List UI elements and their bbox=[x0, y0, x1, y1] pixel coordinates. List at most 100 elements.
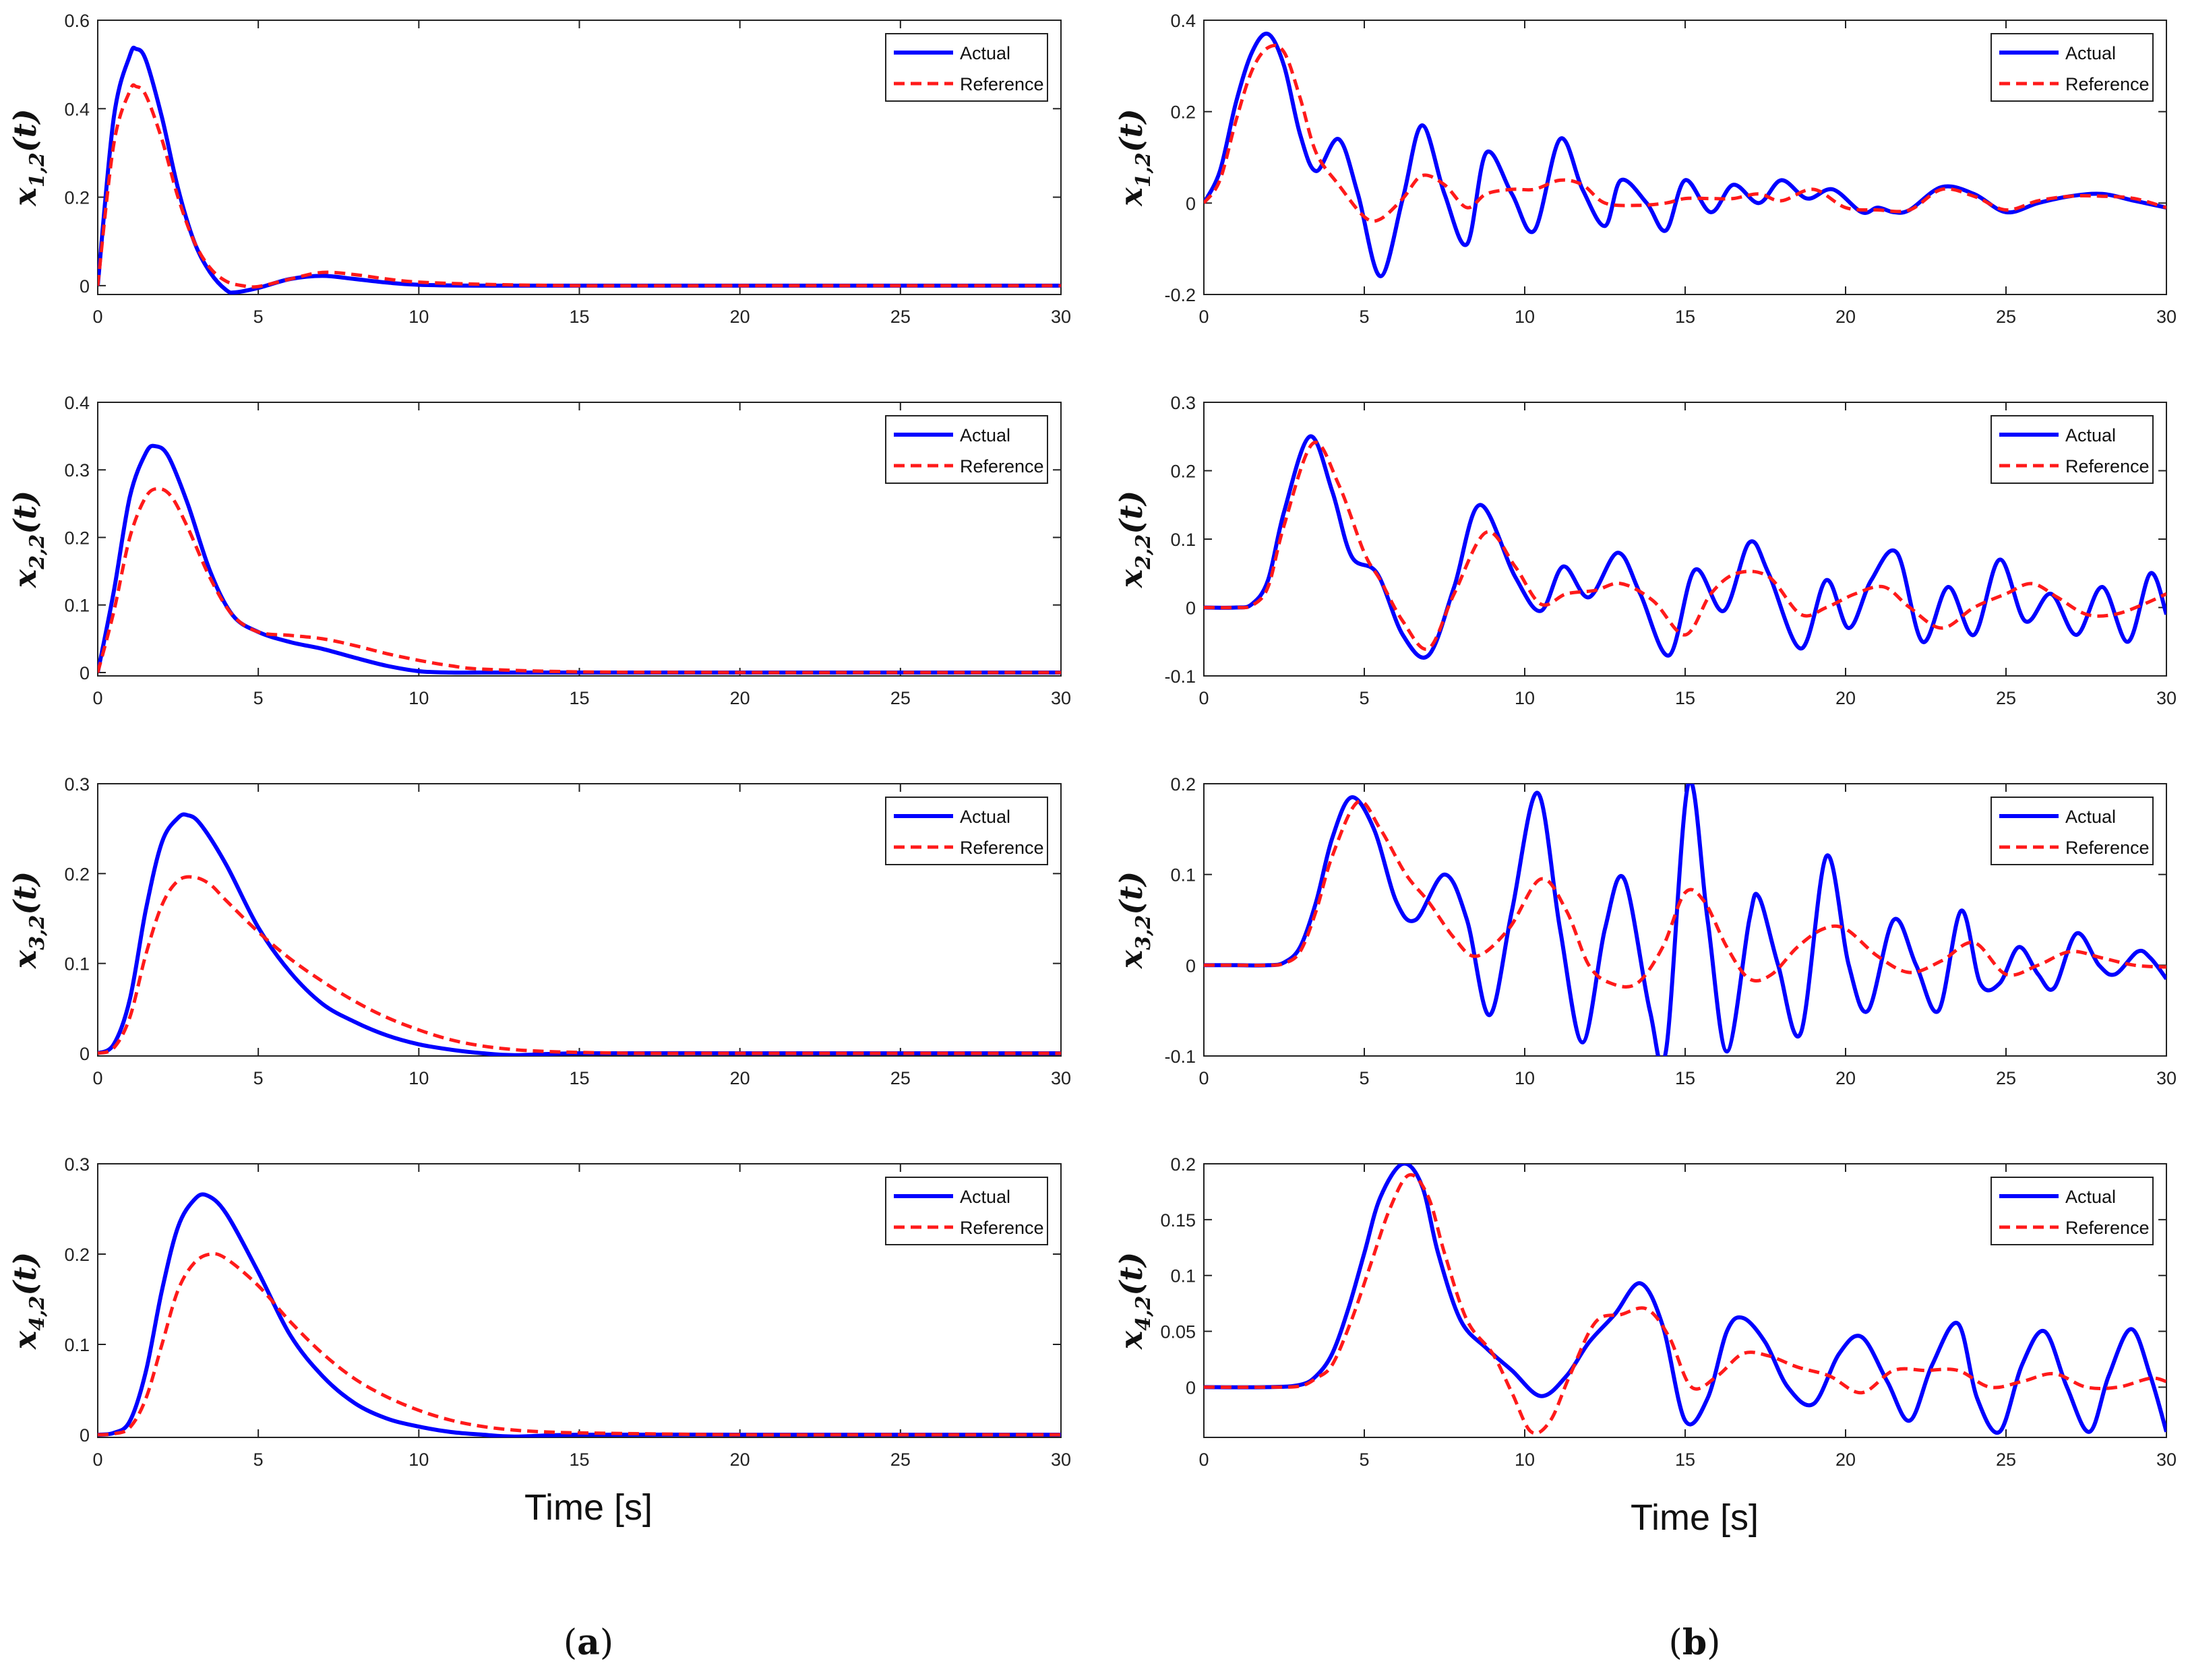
series-actual-line bbox=[1204, 1164, 2166, 1435]
y-tick-label: 0 bbox=[1186, 956, 1196, 976]
subplot-b4: 0 5 10 15 20 25 30 0 0.05 0.1 0.15 0.2 x4,2(t) Actual… bbox=[1113, 1154, 2177, 1470]
y-tick-label: 0 bbox=[1186, 193, 1196, 214]
subplots: 0 5 10 15 20 25 3000.20.40.6x1,2(t)ActualRefer… bbox=[7, 11, 2177, 1470]
x-tick-label: 15 bbox=[1675, 1068, 1695, 1088]
legend-actual-label: Actual bbox=[2065, 1187, 2116, 1207]
series-actual-line bbox=[1204, 784, 2166, 1056]
x-tick-label: 20 bbox=[1835, 307, 1856, 327]
legend-box bbox=[1991, 415, 2154, 484]
x-tick-label: 25 bbox=[1996, 307, 2016, 327]
y-axis-label: x2,2(t) bbox=[1113, 491, 1155, 588]
y-tick-label: 0.2 bbox=[1170, 774, 1196, 795]
x-tick-label: 25 bbox=[890, 1450, 911, 1470]
y-axis-label-subscript: 3,2 bbox=[1132, 915, 1155, 950]
y-tick-label: 0.1 bbox=[64, 1335, 90, 1355]
y-axis-label-main: x bbox=[1113, 1330, 1149, 1350]
x-tick-label: 25 bbox=[1996, 688, 2016, 708]
legend-reference-label: Reference bbox=[960, 838, 1044, 858]
y-axis-label: x2,2(t) bbox=[7, 491, 49, 588]
legend-actual-label: Actual bbox=[960, 425, 1010, 445]
legend-actual-label: Actual bbox=[2065, 43, 2116, 63]
x-tick-label: 0 bbox=[92, 307, 102, 327]
y-axis-label-tail: (t) bbox=[1113, 871, 1149, 915]
y-axis-label: x4,2(t) bbox=[7, 1252, 49, 1350]
y-axis-label: x1,2(t) bbox=[1113, 108, 1155, 206]
series-reference-line bbox=[1204, 440, 2166, 651]
x-tick-label: 5 bbox=[253, 688, 264, 708]
x-tick-label: 10 bbox=[408, 307, 429, 327]
y-axis-label-main: x bbox=[1113, 569, 1149, 588]
y-axis-label-subscript: 2,2 bbox=[26, 534, 49, 570]
x-tick-label: 5 bbox=[253, 1450, 264, 1470]
x-tick-label: 25 bbox=[890, 307, 911, 327]
x-tick-label: 25 bbox=[890, 1068, 911, 1088]
y-axis-label-subscript: 4,2 bbox=[26, 1296, 49, 1331]
x-tick-label: 0 bbox=[1198, 688, 1209, 708]
legend-reference-label: Reference bbox=[2065, 456, 2150, 476]
panel-letter: a bbox=[577, 1622, 600, 1663]
y-tick-label: 0.2 bbox=[64, 528, 90, 548]
y-axis-label: x3,2(t) bbox=[1113, 871, 1155, 969]
subplot-b2: 0 5 10 15 20 25 30-0.100.10.20.3x2,2(t)ActualR… bbox=[1113, 393, 2177, 708]
legend-box bbox=[1991, 797, 2154, 865]
x-tick-label: 20 bbox=[730, 688, 750, 708]
y-axis-label-tail: (t) bbox=[7, 491, 43, 534]
y-tick-label: 0.2 bbox=[64, 188, 90, 208]
panel-close-paren: ) bbox=[600, 1623, 613, 1663]
y-axis-label-tail: (t) bbox=[7, 108, 43, 152]
legend-reference-label: Reference bbox=[2065, 838, 2150, 858]
panel-letter: b bbox=[1682, 1622, 1707, 1663]
x-tick-label: 0 bbox=[92, 1068, 102, 1088]
y-tick-label: 0.6 bbox=[64, 11, 90, 31]
x-tick-label: 15 bbox=[569, 1068, 589, 1088]
x-tick-label: 0 bbox=[1198, 307, 1209, 327]
x-tick-label: 10 bbox=[1515, 1450, 1535, 1470]
legend: Actual Reference bbox=[1991, 33, 2154, 102]
x-tick-label: 5 bbox=[1359, 307, 1369, 327]
y-tick-label: 0 bbox=[1186, 598, 1196, 619]
legend-box bbox=[885, 33, 1048, 102]
y-tick-label: 0.2 bbox=[1170, 102, 1196, 123]
y-tick-label: 0.2 bbox=[64, 1245, 90, 1265]
y-axis-label-main: x bbox=[7, 187, 43, 207]
x-tick-label: 10 bbox=[408, 688, 429, 708]
series-reference-line bbox=[98, 83, 1061, 289]
y-axis-label-tail: (t) bbox=[7, 1252, 43, 1296]
x-tick-label: 15 bbox=[1675, 688, 1695, 708]
y-tick-label: -0.1 bbox=[1164, 1047, 1196, 1067]
y-tick-label: 0.3 bbox=[64, 1154, 90, 1175]
legend-box bbox=[885, 797, 1048, 865]
y-axis-label: x4,2(t) bbox=[1113, 1252, 1155, 1350]
x-axis-label-b: Time [s] bbox=[1631, 1497, 1759, 1538]
y-tick-label: 0 bbox=[80, 663, 90, 683]
series-reference-line bbox=[1204, 1173, 2166, 1435]
legend-reference-label: Reference bbox=[960, 74, 1044, 94]
y-tick-label: -0.1 bbox=[1164, 666, 1196, 687]
y-tick-label: 0.1 bbox=[1170, 530, 1196, 550]
y-tick-label: 0.05 bbox=[1160, 1322, 1196, 1342]
x-tick-label: 30 bbox=[1051, 1068, 1071, 1088]
y-axis-label-subscript: 1,2 bbox=[26, 152, 49, 187]
panel-open-paren: ( bbox=[564, 1623, 577, 1663]
y-tick-label: 0.2 bbox=[64, 864, 90, 884]
x-tick-label: 15 bbox=[569, 1450, 589, 1470]
legend-actual-label: Actual bbox=[960, 1187, 1010, 1207]
x-tick-label: 30 bbox=[1051, 688, 1071, 708]
x-tick-label: 20 bbox=[1835, 1450, 1856, 1470]
series-reference-line bbox=[1204, 44, 2166, 223]
series-actual-line bbox=[1204, 434, 2166, 660]
legend: Actual Reference bbox=[885, 415, 1048, 484]
y-axis-label: x3,2(t) bbox=[7, 871, 49, 969]
legend-actual-label: Actual bbox=[960, 43, 1010, 63]
x-tick-label: 0 bbox=[92, 688, 102, 708]
legend-box bbox=[885, 1177, 1048, 1245]
y-tick-label: 0.2 bbox=[1170, 462, 1196, 482]
y-axis-label-main: x bbox=[7, 569, 43, 588]
y-tick-label: 0.1 bbox=[64, 954, 90, 974]
x-tick-label: 0 bbox=[1198, 1068, 1209, 1088]
x-tick-label: 15 bbox=[1675, 1450, 1695, 1470]
x-tick-label: 25 bbox=[1996, 1450, 2016, 1470]
y-axis-label-subscript: 1,2 bbox=[1132, 152, 1155, 187]
y-axis-label-main: x bbox=[7, 1330, 43, 1350]
